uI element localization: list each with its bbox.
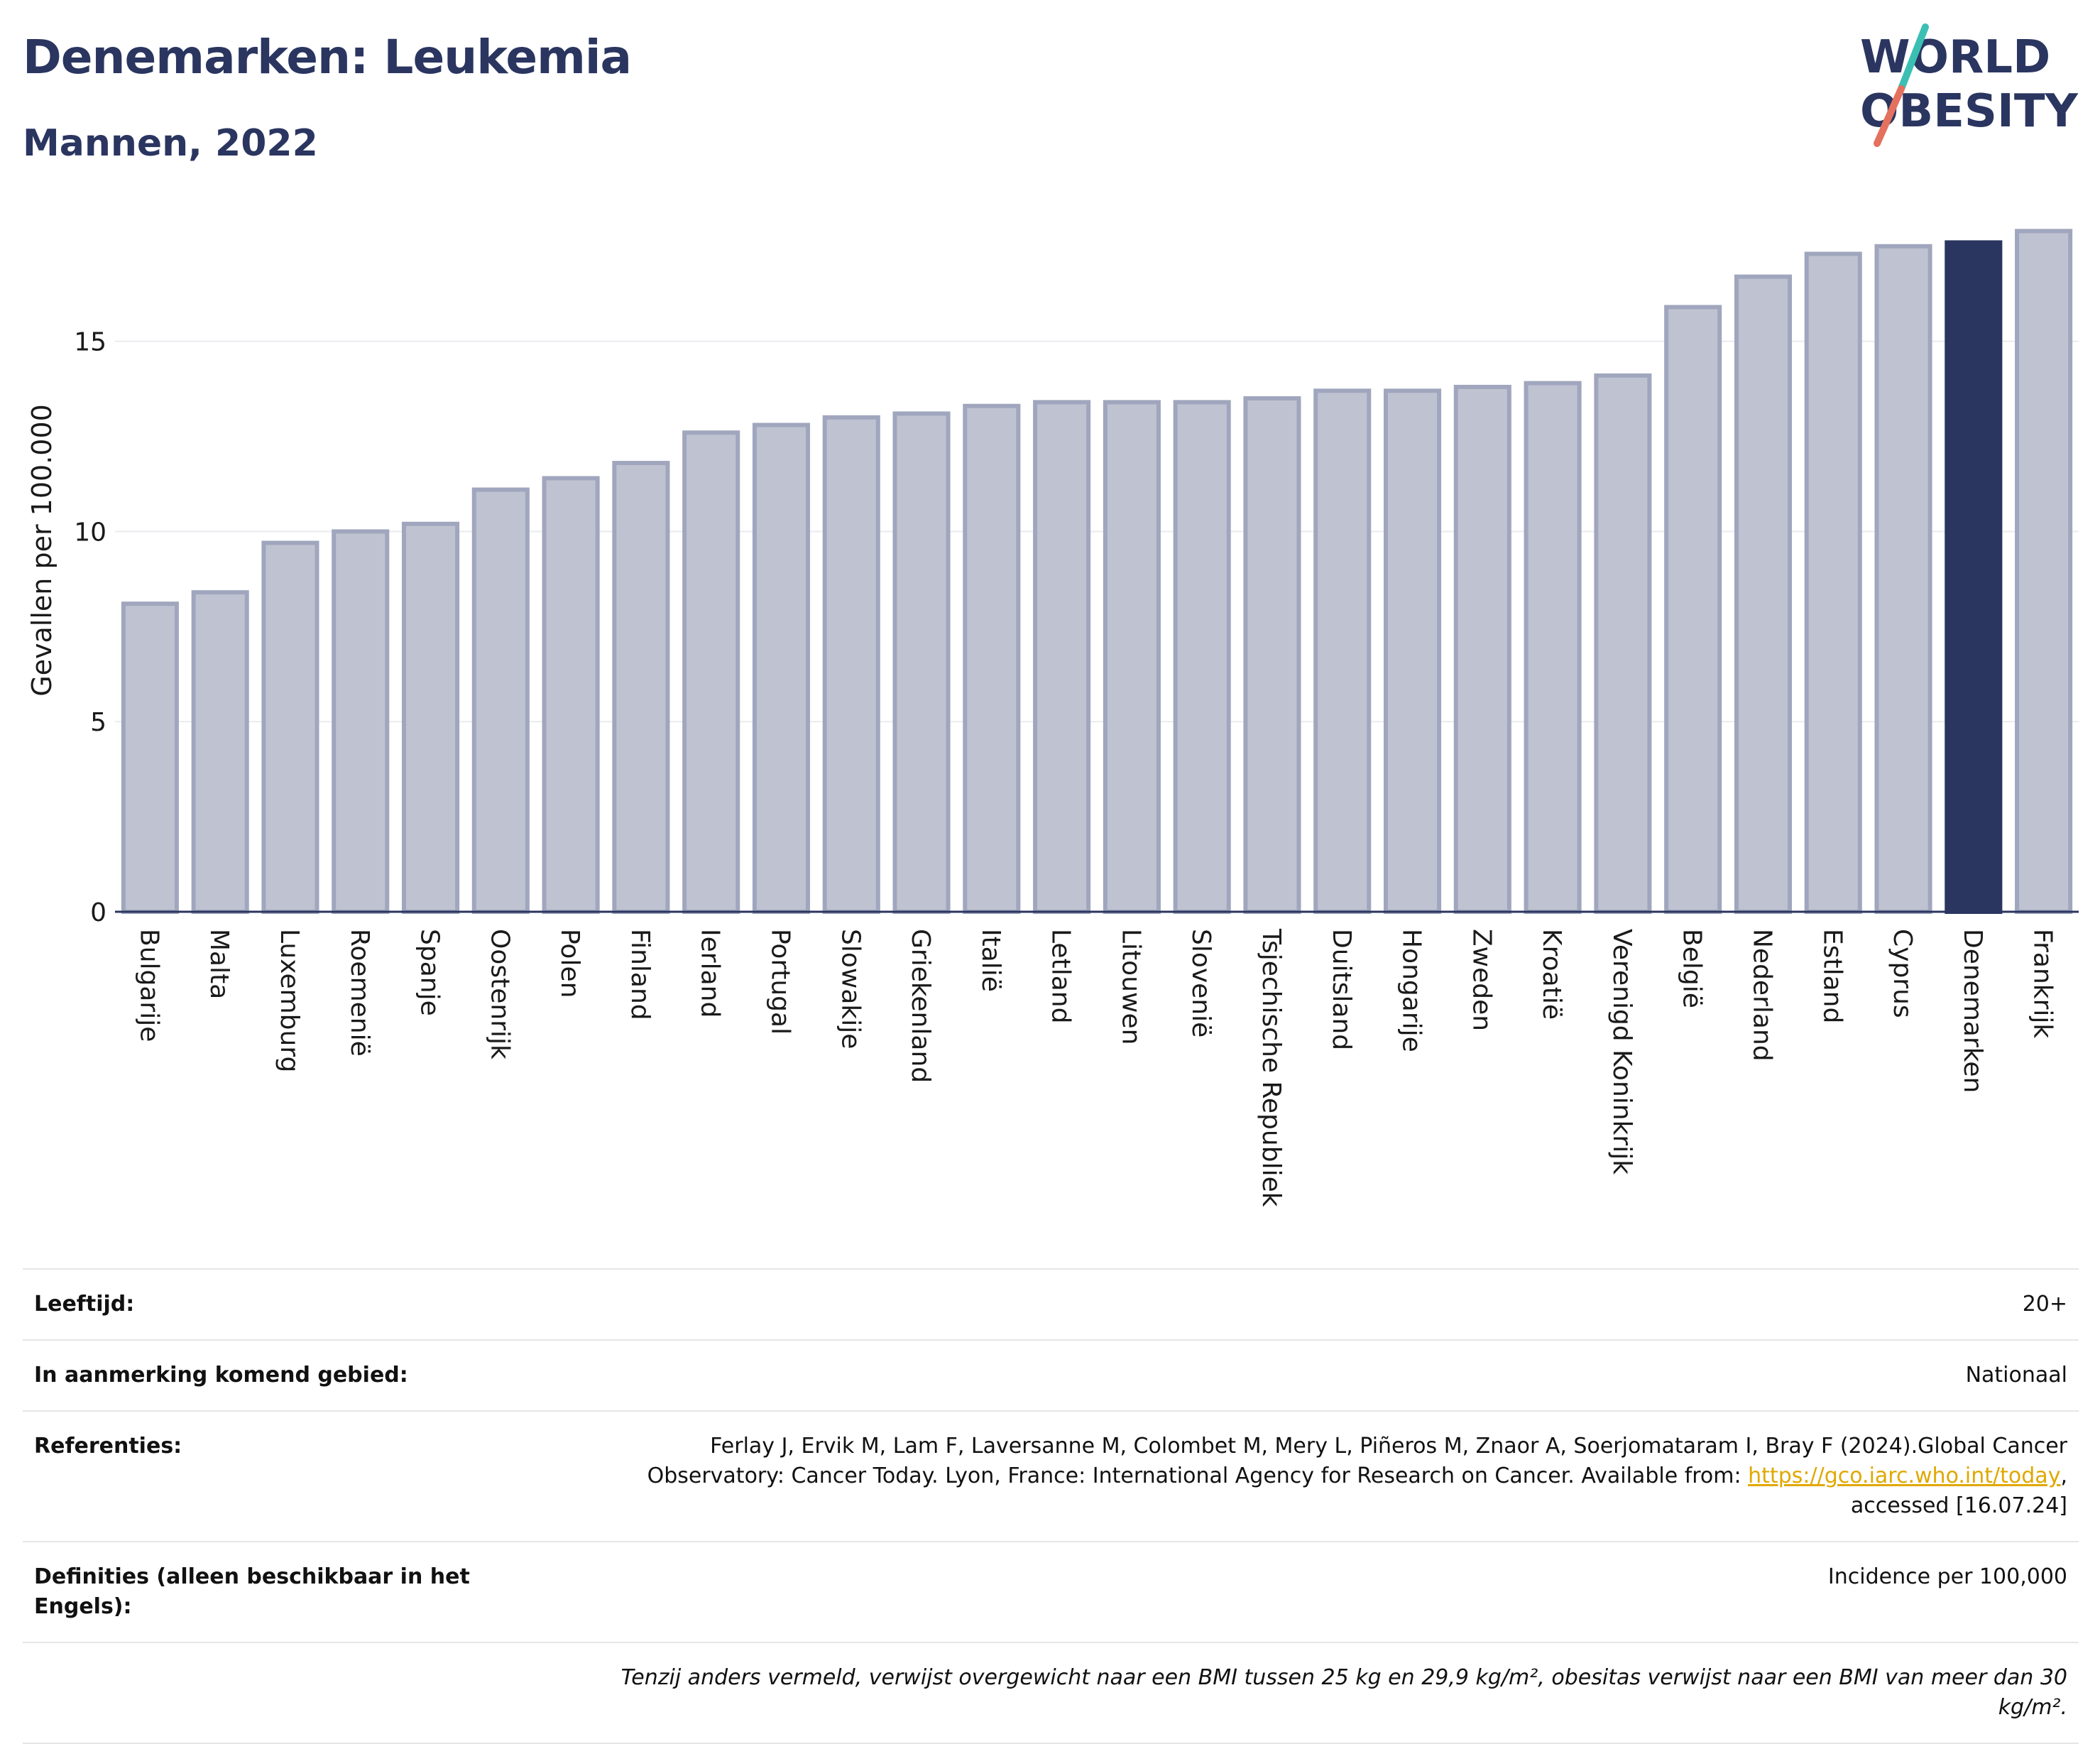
bar-itali- xyxy=(963,403,1021,914)
info-row-note: Tenzij anders vermeld, verwijst overgewi… xyxy=(23,1642,2079,1744)
x-tick-label: Hongarije xyxy=(1397,929,1426,1052)
bar-nederland xyxy=(1734,274,1793,915)
x-tick-labels: Bulgarije Malta Luxemburg Roemenië Spanje Oos… xyxy=(134,928,2057,1207)
x-tick-label: Denemarken xyxy=(1958,929,1987,1093)
bar-ierland xyxy=(682,430,740,914)
bar-letland xyxy=(1033,400,1091,914)
references-link[interactable]: https://gco.iarc.who.int/today xyxy=(1748,1464,2061,1488)
x-tick-label: Estland xyxy=(1817,929,1847,1023)
bars xyxy=(121,229,2073,915)
x-tick-label: Bulgarije xyxy=(134,929,163,1042)
bar-sloveni- xyxy=(1173,400,1231,914)
bar-malta xyxy=(191,590,249,915)
area-label: In aanmerking komend gebied: xyxy=(34,1363,408,1388)
x-tick-label: Malta xyxy=(204,929,234,999)
bar-cyprus xyxy=(1874,244,1932,914)
logo-slash-teal xyxy=(1898,23,1929,92)
y-tick-label: 15 xyxy=(74,328,106,357)
x-tick-label: Nederland xyxy=(1747,929,1776,1062)
info-row-area: In aanmerking komend gebied: Nationaal xyxy=(23,1339,2079,1410)
definitions-label: Definities (alleen beschikbaar in het En… xyxy=(34,1564,470,1619)
bar-polen xyxy=(542,476,600,914)
bar-frankrijk xyxy=(2015,229,2073,915)
bar-chart: 0 5 10 15 Bulgarije Malta Luxemburg Roemenië Sp… xyxy=(26,229,2079,1207)
bar-kroati- xyxy=(1524,381,1582,914)
x-tick-label: Ierland xyxy=(696,929,725,1018)
bar-oostenrijk xyxy=(471,487,530,914)
x-tick-label: Slowakije xyxy=(836,929,865,1049)
page-title: Denemarken: Leukemia xyxy=(23,30,632,85)
bar-luxemburg xyxy=(261,540,319,914)
world-obesity-logo: WORLD OBESITY xyxy=(1860,23,2078,147)
references-label: Referenties: xyxy=(34,1434,182,1459)
x-tick-label: Polen xyxy=(555,929,584,998)
x-tick-label: Frankrijk xyxy=(2028,929,2057,1038)
page-subtitle: Mannen, 2022 xyxy=(23,122,318,165)
x-tick-label: Italië xyxy=(976,929,1005,992)
references-text-1: Ferlay J, Ervik M, Lam F, Laversanne M, … xyxy=(647,1434,2067,1488)
logo-text-world: WORLD xyxy=(1860,31,2050,84)
x-tick-label: Oostenrijk xyxy=(485,929,514,1059)
x-tick-label: Letland xyxy=(1046,929,1076,1023)
x-tick-label: Spanje xyxy=(415,929,444,1016)
info-row-references: Referenties: Ferlay J, Ervik M, Lam F, L… xyxy=(23,1410,2079,1541)
references-text-2: , accessed [16.07.24] xyxy=(1850,1464,2067,1518)
bar-estland xyxy=(1804,251,1862,914)
references-value: Ferlay J, Ervik M, Lam F, Laversanne M, … xyxy=(576,1432,2067,1521)
x-tick-label: Tsjechische Republiek xyxy=(1257,928,1286,1207)
area-value: Nationaal xyxy=(1965,1363,2067,1388)
bar-verenigd-koninkrijk xyxy=(1594,373,1652,914)
age-label: Leeftijd: xyxy=(34,1292,135,1317)
x-tick-label: Kroatië xyxy=(1537,929,1566,1020)
bar-litouwen xyxy=(1103,400,1161,914)
info-table: Leeftijd: 20+ In aanmerking komend gebie… xyxy=(23,1268,2079,1744)
info-row-definitions: Definities (alleen beschikbaar in het En… xyxy=(23,1541,2079,1642)
age-value: 20+ xyxy=(2022,1292,2067,1317)
bar-tsjechische-republiek xyxy=(1243,396,1301,914)
y-axis-label: Gevallen per 100.000 xyxy=(26,404,58,697)
y-tick-label: 10 xyxy=(74,518,106,547)
bar-finland xyxy=(612,461,670,914)
bar-bulgarije xyxy=(121,601,179,914)
logo-slash-coral xyxy=(1874,85,1905,147)
bar-portugal xyxy=(752,423,811,914)
y-tick-labels: 0 5 10 15 xyxy=(74,328,106,927)
info-row-age: Leeftijd: 20+ xyxy=(23,1268,2079,1339)
x-tick-label: Zweden xyxy=(1467,929,1496,1031)
bar-denemarken xyxy=(1945,240,2003,914)
x-tick-label: Luxemburg xyxy=(275,929,304,1072)
y-tick-label: 5 xyxy=(90,708,106,737)
x-tick-label: Cyprus xyxy=(1888,929,1917,1018)
x-tick-label: Portugal xyxy=(765,929,794,1035)
bar-roemeni- xyxy=(332,529,390,914)
x-tick-label: Griekenland xyxy=(906,929,935,1083)
bar-griekenland xyxy=(892,411,951,914)
x-tick-label: Duitsland xyxy=(1327,929,1356,1050)
bmi-note: Tenzij anders vermeld, verwijst overgewi… xyxy=(620,1665,2067,1720)
x-tick-label: Verenigd Koninkrijk xyxy=(1607,929,1636,1175)
bar-spanje xyxy=(401,521,460,914)
x-tick-label: Slovenië xyxy=(1186,929,1215,1037)
y-tick-label: 0 xyxy=(90,898,106,927)
bar-zweden xyxy=(1453,384,1511,914)
x-tick-label: Roemenië xyxy=(345,929,374,1057)
bar-belgi- xyxy=(1664,305,1722,914)
bar-slowakije xyxy=(822,415,880,914)
definitions-value: Incidence per 100,000 xyxy=(1827,1564,2067,1589)
bar-duitsland xyxy=(1313,388,1372,914)
bar-hongarije xyxy=(1383,388,1442,914)
x-tick-label: Finland xyxy=(625,929,655,1020)
x-tick-label: België xyxy=(1678,929,1707,1008)
x-tick-label: Litouwen xyxy=(1116,929,1145,1045)
